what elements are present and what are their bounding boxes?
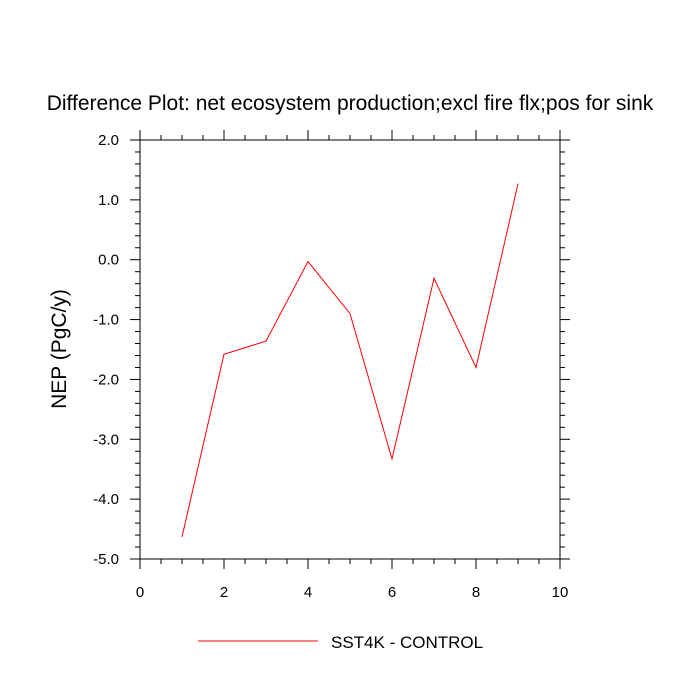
x-tick-label: 10 — [552, 584, 569, 601]
x-tick-label: 2 — [220, 584, 228, 601]
legend-label: SST4K - CONTROL — [331, 633, 483, 652]
plot-frame — [139, 139, 561, 560]
series-line — [181, 183, 519, 537]
x-tick-label: 8 — [472, 584, 480, 601]
major-ticks — [130, 130, 570, 569]
y-tick-label: -4.0 — [93, 491, 119, 508]
series-lines — [181, 183, 519, 537]
y-tick-label: -5.0 — [93, 551, 119, 568]
x-tick-label: 4 — [304, 584, 312, 601]
chart-title: Difference Plot: net ecosystem productio… — [47, 92, 654, 115]
x-tick-label: 0 — [136, 584, 144, 601]
minor-ticks — [135, 135, 565, 564]
y-tick-label: 2.0 — [98, 132, 119, 149]
y-tick-label: 0.0 — [98, 252, 119, 269]
y-tick-label: 1.0 — [98, 192, 119, 209]
y-axis-label: NEP (PgC/y) — [48, 289, 71, 409]
legend: SST4K - CONTROL — [198, 633, 483, 652]
y-tick-label: -3.0 — [93, 431, 119, 448]
x-tick-labels: 0 2 4 6 8 10 — [136, 584, 569, 601]
y-tick-label: -1.0 — [93, 312, 119, 329]
y-tick-labels: 2.0 1.0 0.0 -1.0 -2.0 -3.0 -4.0 -5.0 — [93, 132, 119, 568]
x-tick-label: 6 — [388, 584, 396, 601]
y-tick-label: -2.0 — [93, 371, 119, 388]
